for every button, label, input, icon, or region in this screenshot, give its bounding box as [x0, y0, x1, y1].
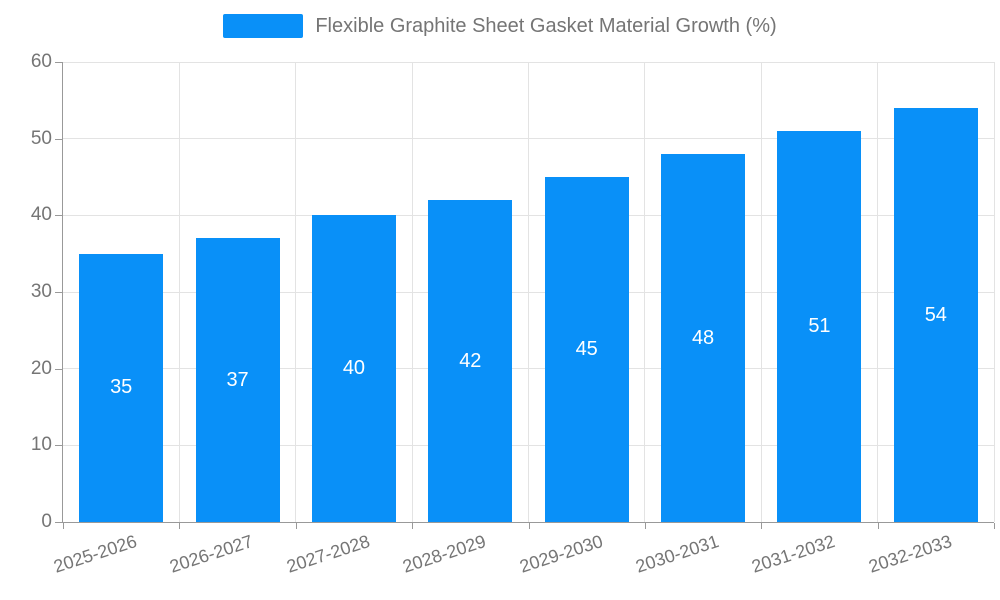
gridline-vertical	[644, 62, 646, 522]
x-axis-label: 2026-2027	[167, 531, 256, 577]
y-axis-label: 20	[30, 357, 52, 379]
x-axis-tick	[644, 523, 646, 529]
legend[interactable]: Flexible Graphite Sheet Gasket Material …	[0, 14, 1000, 38]
bar[interactable]: 42	[428, 200, 513, 522]
bar[interactable]: 54	[893, 108, 978, 522]
x-axis-tick	[295, 523, 297, 529]
legend-swatch[interactable]	[223, 14, 304, 38]
bar-value-label: 37	[226, 368, 249, 391]
bar[interactable]: 45	[544, 177, 629, 522]
x-axis-tick	[179, 523, 181, 529]
bar-value-label: 48	[691, 326, 715, 349]
bar-value-label: 45	[575, 338, 598, 360]
y-axis-tick	[55, 292, 62, 293]
plot-area: 35 37 40 42 45 48 51 54	[62, 61, 995, 523]
x-axis-label: 2031-2032	[749, 531, 838, 577]
bar-value-label: 35	[110, 376, 133, 399]
x-axis-tick	[761, 523, 763, 529]
x-axis-tick	[412, 523, 414, 529]
x-axis-label: 2032-2033	[865, 531, 954, 577]
bar[interactable]: 48	[661, 154, 746, 522]
x-axis-label: 2025-2026	[51, 531, 140, 577]
bar-value-label: 54	[924, 303, 947, 326]
bar[interactable]: 35	[79, 253, 164, 522]
x-axis-label: 2030-2031	[633, 531, 722, 577]
legend-label: Flexible Graphite Sheet Gasket Material …	[315, 15, 777, 37]
y-axis-line	[62, 62, 63, 523]
y-axis-label: 30	[30, 281, 52, 302]
bar-value-label: 40	[342, 357, 366, 380]
y-axis-tick	[55, 215, 62, 217]
x-axis-tick	[994, 523, 995, 529]
y-axis-label: 0	[41, 511, 52, 532]
bar-value-label: 51	[808, 315, 831, 337]
y-axis-label: 40	[30, 204, 52, 226]
gridline-vertical	[877, 62, 879, 522]
y-axis-tick	[55, 138, 62, 140]
gridline-vertical	[411, 62, 413, 522]
x-axis-line	[62, 522, 994, 523]
gridline-vertical	[178, 62, 180, 522]
bar[interactable]: 37	[195, 238, 280, 522]
y-axis-tick	[55, 522, 62, 523]
y-axis-label: 50	[30, 127, 52, 149]
bar[interactable]: 40	[311, 215, 396, 522]
y-axis-label: 60	[30, 51, 52, 72]
y-axis-tick	[55, 445, 62, 447]
gridline-vertical	[760, 62, 762, 522]
gridline-vertical	[295, 62, 297, 522]
gridline-vertical	[528, 62, 529, 522]
y-axis-tick	[55, 368, 62, 370]
bar-value-label: 42	[459, 349, 482, 372]
x-axis-label: 2028-2029	[400, 531, 489, 577]
x-axis-tick	[528, 523, 530, 529]
gridline-vertical	[993, 62, 995, 522]
x-axis-label: 2029-2030	[516, 531, 605, 577]
bar[interactable]: 51	[777, 131, 862, 522]
y-axis-label: 10	[30, 434, 52, 456]
x-axis-tick	[877, 523, 879, 529]
x-axis-label: 2027-2028	[284, 531, 373, 577]
y-axis-tick	[55, 62, 62, 63]
x-axis-tick	[63, 523, 64, 529]
